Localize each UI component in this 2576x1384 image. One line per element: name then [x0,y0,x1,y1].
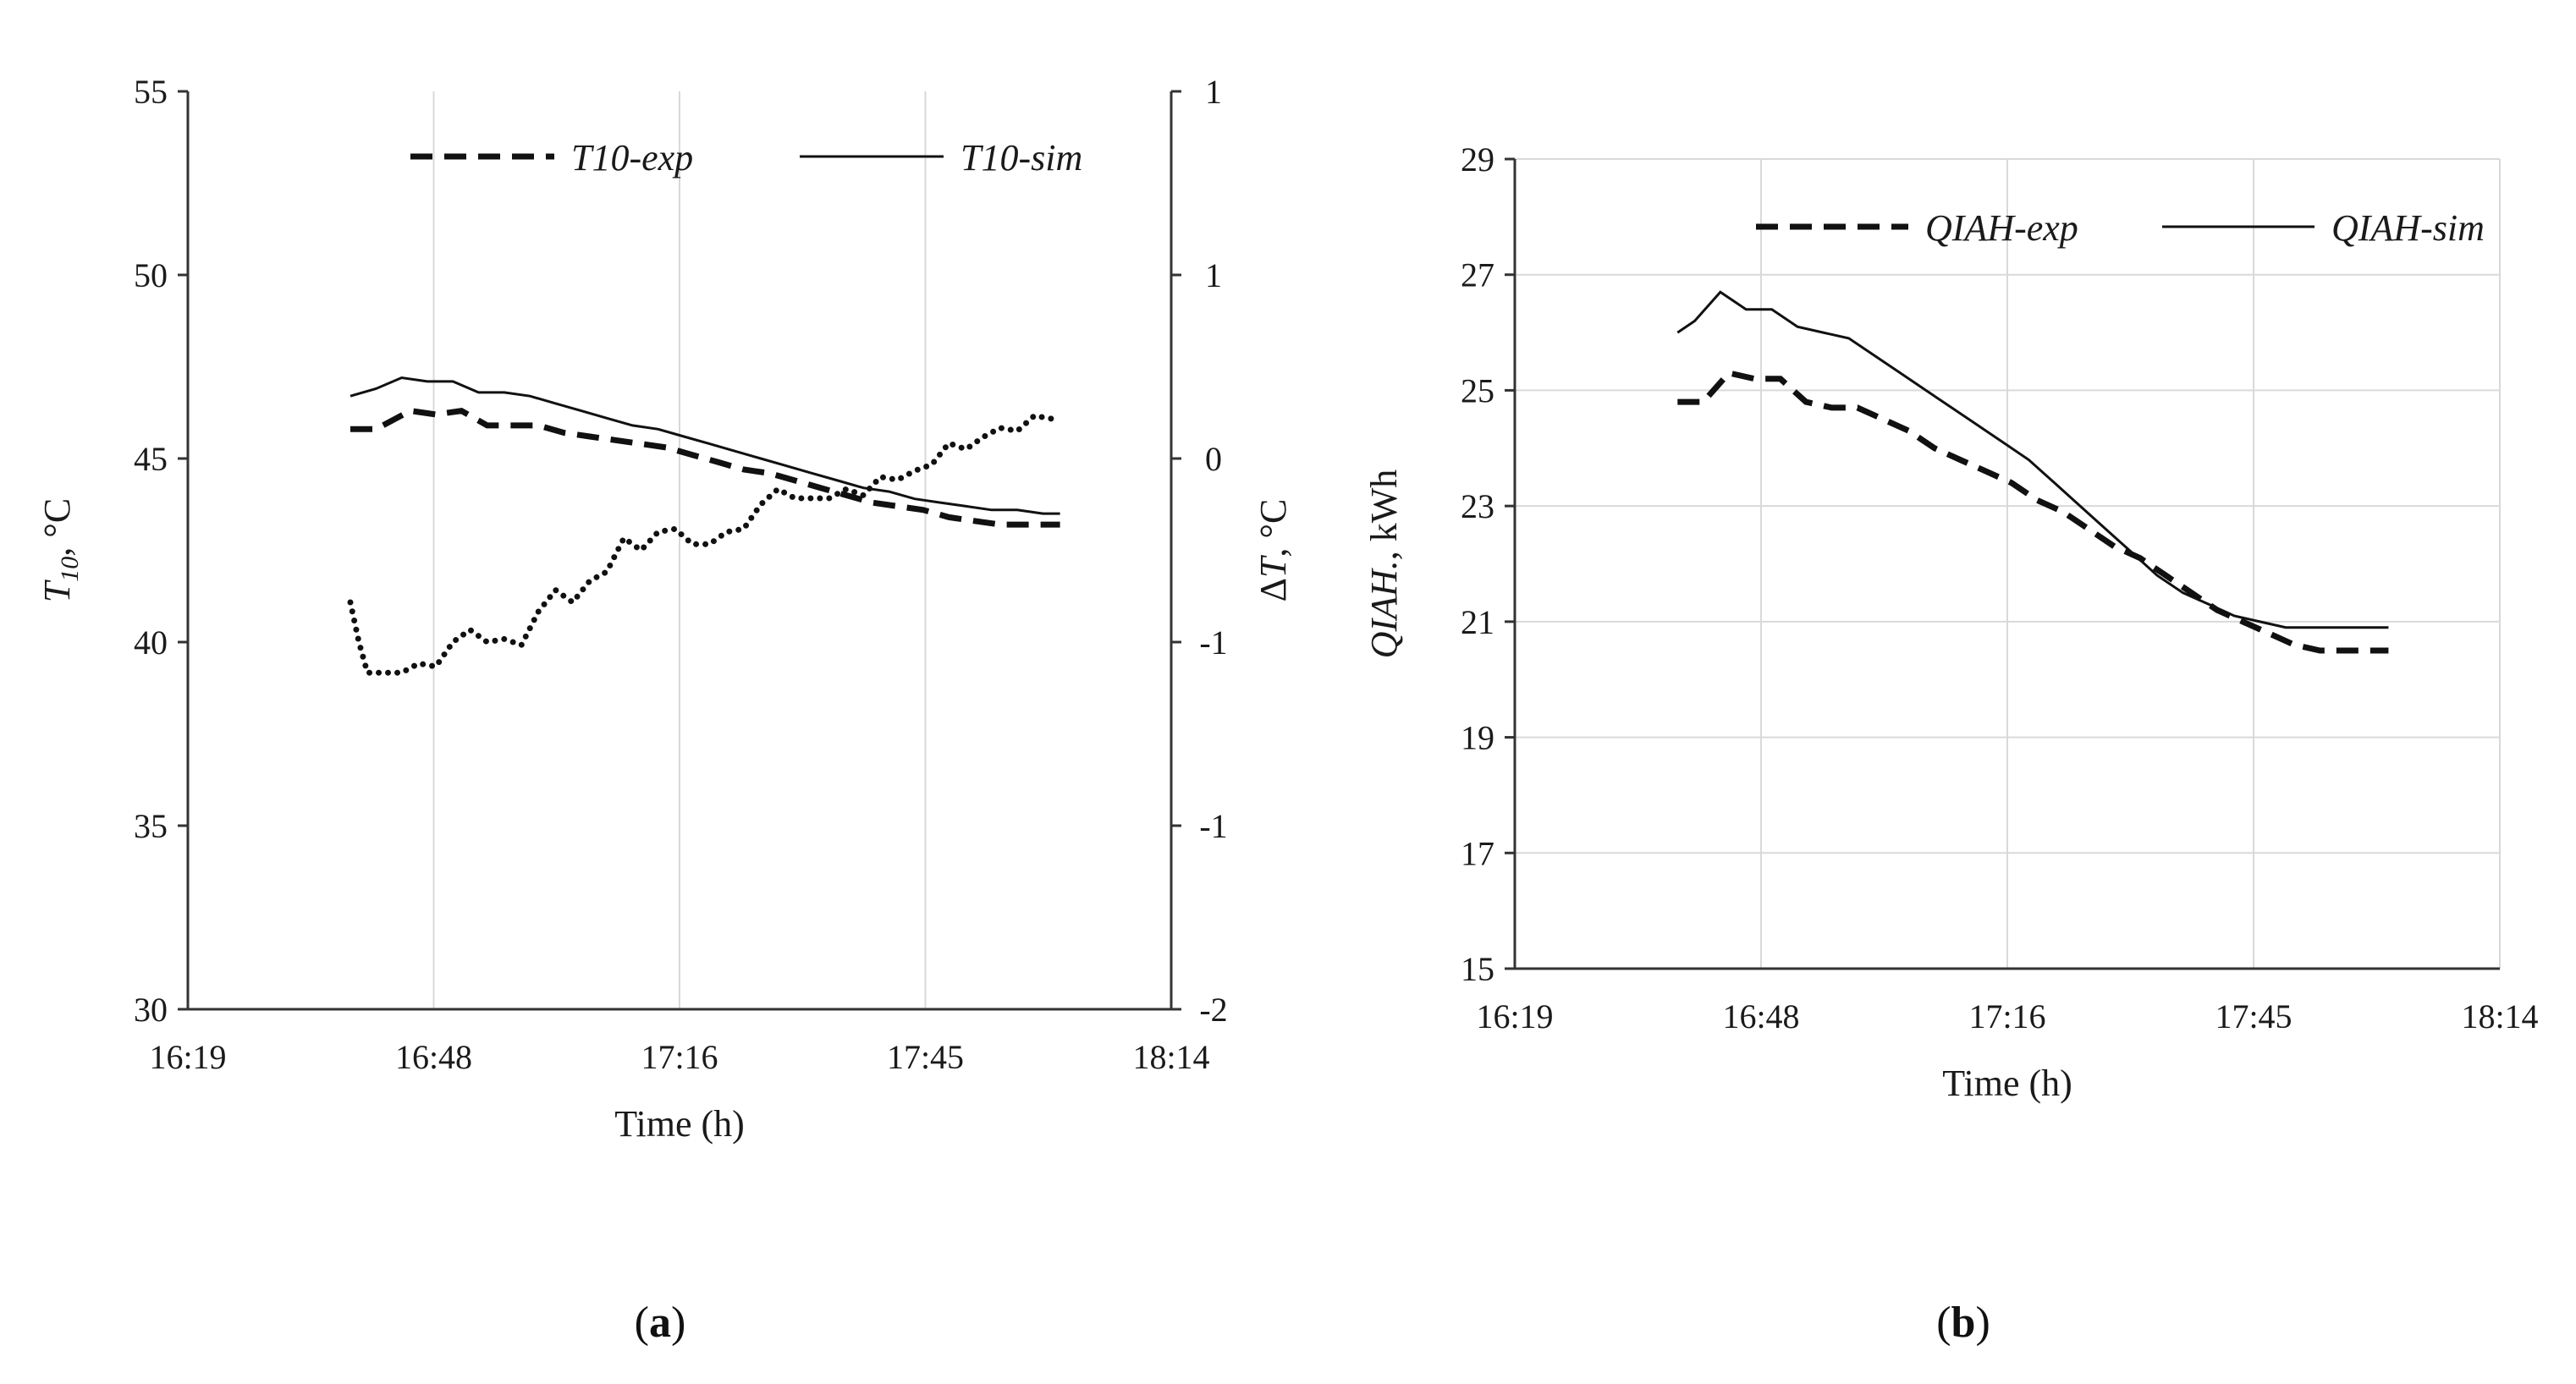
panel-label: (b) [1936,1299,1990,1347]
series-line-QIAH-sim [1676,290,2389,629]
y-tick-label: 21 [1461,603,1494,641]
panel-label: (a) [635,1299,686,1347]
y-tick-label: 19 [1461,719,1494,757]
series-line-T10-exp [350,407,1060,528]
x-axis-label: Time (h) [614,1103,745,1145]
y-tick-label: 27 [1461,256,1494,294]
y-tick-label: 35 [134,807,168,845]
x-tick-label: 18:14 [2461,997,2538,1035]
x-tick-label: 16:48 [395,1038,472,1076]
x-tick-label: 17:45 [2215,997,2292,1035]
y-right-tick-label: 1 [1205,256,1222,294]
y-tick-label: 45 [134,440,168,478]
y-axis-label: T10, °C [36,498,84,602]
y-tick-label: 17 [1461,834,1494,872]
y-tick-label: 25 [1461,371,1494,409]
x-tick-label: 16:48 [1722,997,1799,1035]
y-tick-label: 50 [134,256,168,294]
x-tick-label: 17:16 [1968,997,2045,1035]
y-right-tick-label: -1 [1199,807,1227,845]
y-axis-label: QIAH., kWh [1363,470,1405,659]
legend-label-QIAH-sim: QIAH-sim [2331,207,2485,249]
y-tick-label: 23 [1461,487,1494,525]
y-right-tick-label: -1 [1199,623,1227,662]
series-line-QIAH-exp [1677,370,2389,654]
series-line-T10-sim [350,376,1060,515]
y-right-tick-label: 1 [1205,73,1222,111]
y-tick-label: 55 [134,73,168,111]
legend-label-QIAH-exp: QIAH-exp [1925,207,2078,249]
legend-label-T10-exp: T10-exp [571,137,693,178]
x-tick-label: 16:19 [1476,997,1553,1035]
x-axis-label: Time (h) [1942,1063,2072,1104]
y-tick-label: 40 [134,623,168,662]
y-tick-label: 30 [134,991,168,1029]
x-tick-label: 17:45 [887,1038,964,1076]
chart-panel-a: T10-exp T10-sim 16:19 16:48 17:16 17:45 18:14… [36,73,1294,1347]
chart-panel-b: QIAH-exp QIAH-sim 16:19 16:48 17:16 17:45 18:… [1363,140,2539,1347]
y-tick-label: 29 [1461,140,1494,178]
y-right-tick-label: 0 [1205,440,1222,478]
legend-label-T10-sim: T10-sim [960,137,1082,178]
y-right-tick-label: -2 [1199,991,1227,1029]
y-tick-label: 15 [1461,950,1494,988]
y-right-axis-label: ΔT, °C [1252,499,1294,602]
x-tick-label: 17:16 [641,1038,718,1076]
x-tick-label: 18:14 [1132,1038,1209,1076]
series-line-ΔT [347,412,1064,676]
x-tick-label: 16:19 [149,1038,226,1076]
